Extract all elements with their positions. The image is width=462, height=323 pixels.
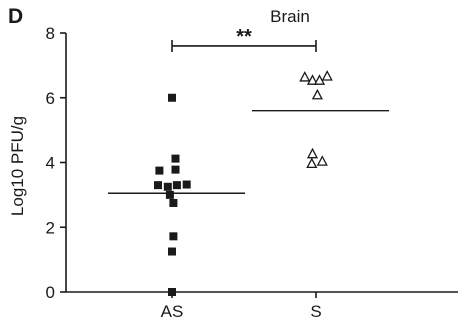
data-point-square xyxy=(169,198,178,207)
y-tick-label: 6 xyxy=(46,89,55,108)
data-point-square xyxy=(165,190,174,199)
y-tick-label: 4 xyxy=(46,154,55,173)
y-tick-label: 0 xyxy=(46,283,55,302)
y-tick-label: 8 xyxy=(46,24,55,43)
data-point-square xyxy=(155,166,164,175)
data-point-triangle xyxy=(299,71,311,82)
data-point-square xyxy=(182,180,191,189)
data-points xyxy=(154,70,333,296)
data-point-square xyxy=(169,232,178,241)
data-point-square xyxy=(172,181,181,190)
data-point-square xyxy=(168,93,176,102)
data-point-triangle xyxy=(321,70,333,81)
mean-lines xyxy=(108,109,389,194)
x-tick-label: S xyxy=(310,302,321,321)
y-tick-label: 2 xyxy=(46,218,55,237)
chart-title: Brain xyxy=(270,7,310,26)
data-point-triangle xyxy=(313,74,326,85)
significance-bracket: ** xyxy=(171,26,317,52)
y-ticks: 0 2 4 6 8 xyxy=(46,24,66,302)
data-point-triangle xyxy=(306,157,318,169)
data-point-square xyxy=(171,165,180,174)
data-point-square xyxy=(171,154,180,163)
data-point-square xyxy=(168,247,176,256)
x-tick-label: AS xyxy=(161,302,184,321)
data-point-square xyxy=(163,182,172,191)
axes xyxy=(65,33,458,293)
panel-label: D xyxy=(8,5,23,28)
data-point-triangle xyxy=(306,147,319,159)
data-point-triangle xyxy=(311,88,323,100)
x-ticks: AS S xyxy=(161,292,322,321)
data-point-triangle xyxy=(306,74,319,85)
significance-label: ** xyxy=(236,26,252,48)
data-point-square xyxy=(168,288,176,296)
y-axis-label: Log10 PFU/g xyxy=(8,116,27,216)
data-point-triangle xyxy=(316,155,328,166)
data-point-square xyxy=(154,181,162,190)
